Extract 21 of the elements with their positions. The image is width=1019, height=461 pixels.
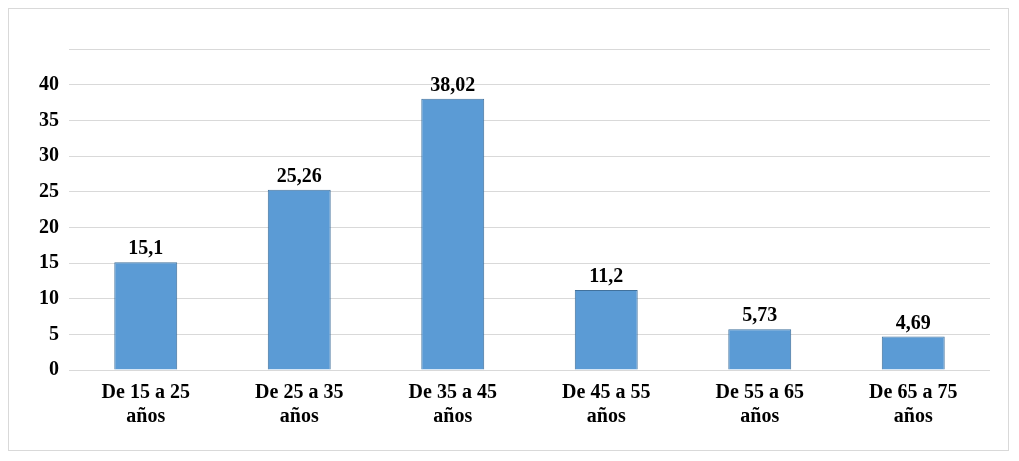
- x-tick-label: De 25 a 35 años: [255, 380, 344, 427]
- data-label: 15,1: [128, 236, 164, 259]
- data-label: 5,73: [742, 303, 778, 326]
- x-tick-label: De 35 a 45 años: [408, 380, 497, 427]
- x-tick-label: De 45 a 55 años: [562, 380, 651, 427]
- y-tick-label: 35: [39, 107, 59, 130]
- y-tick-label: 5: [49, 321, 59, 344]
- y-tick-label: 40: [39, 71, 59, 94]
- x-tick-label: De 15 a 25 años: [101, 380, 190, 427]
- data-label: 4,69: [895, 310, 931, 333]
- y-tick-label: 15: [39, 250, 59, 273]
- data-label: 38,02: [430, 72, 476, 95]
- y-tick-label: 0: [49, 357, 59, 380]
- x-tick-label: De 65 a 75 años: [869, 380, 958, 427]
- data-label: 25,26: [276, 163, 322, 186]
- y-tick-label: 30: [39, 143, 59, 166]
- x-tick-label: De 55 a 65 años: [715, 380, 804, 427]
- data-label: 11,2: [589, 264, 624, 287]
- y-tick-label: 25: [39, 178, 59, 201]
- y-tick-label: 10: [39, 285, 59, 308]
- y-tick-label: 20: [39, 214, 59, 237]
